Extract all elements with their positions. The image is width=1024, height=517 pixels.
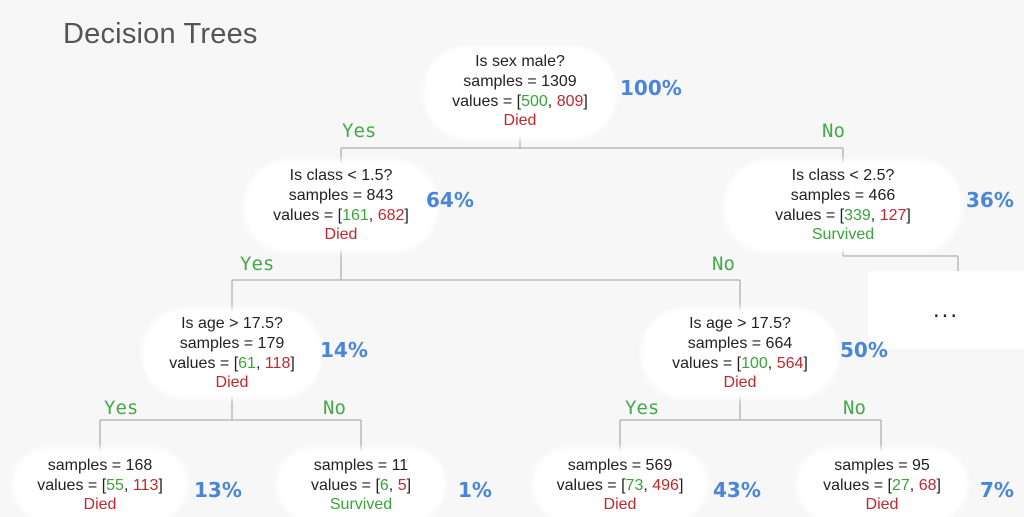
edge-label-no: No [712,253,735,275]
value-survived: 500 [521,93,548,110]
node-values: values = [73, 496] [556,477,684,494]
node-samples: samples = 1309 [463,73,577,90]
value-died: 113 [132,477,159,494]
value-survived: 27 [892,477,910,494]
node-values: values = [6, 5] [310,477,412,494]
tree-node-r: Is class < 2.5? samples = 466 values = [… [728,164,958,248]
tree-leaf-llr: samples = 11 values = [6, 5] Survived [280,452,442,517]
node-class: Died [215,374,249,391]
node-values: values = [161, 682] [273,207,409,224]
page-title: Decision Trees [63,18,258,50]
node-samples: samples = 11 [313,457,409,474]
node-values: values = [61, 118] [169,355,295,372]
node-percent: 50% [840,338,888,362]
tree-leaf-lrr: samples = 95 values = [27, 68] Died [800,452,964,517]
value-died: 5 [397,477,407,494]
value-survived: 161 [342,207,369,224]
tree-node-ll: Is age > 17.5? samples = 179 values = [6… [146,312,318,395]
value-died: 496 [652,477,679,494]
edge-label-yes: Yes [625,397,660,419]
node-class: Died [603,496,637,513]
edge-label-yes: Yes [342,120,377,142]
node-percent: 100% [620,76,682,100]
node-class: Survived [811,226,875,243]
node-class: Died [503,112,537,129]
node-samples: samples = 168 [47,457,153,474]
node-class: Died [324,226,358,243]
more-nodes-indicator: ... [868,271,1024,349]
node-percent: 43% [713,478,761,502]
node-values: values = [339, 127] [775,207,911,224]
node-class: Died [865,496,899,513]
node-class: Survived [329,496,393,513]
edge-label-no: No [323,397,346,419]
node-question: Is age > 17.5? [181,315,283,332]
edge-label-no: No [843,397,866,419]
node-samples: samples = 95 [834,457,930,474]
node-percent: 13% [194,478,242,502]
value-survived: 73 [625,477,644,494]
node-values: values = [55, 113] [37,477,163,494]
node-values: values = [100, 564] [672,355,808,372]
node-question: Is class < 2.5? [791,167,895,184]
value-died: 127 [879,207,907,224]
node-question: Is age > 17.5? [689,315,791,332]
value-died: 68 [918,477,937,494]
tree-node-lr: Is age > 17.5? samples = 664 values = [1… [645,312,835,395]
value-died: 118 [264,355,291,372]
node-percent: 1% [458,478,492,502]
node-values: values = [27, 68] [823,477,941,494]
edge-label-yes: Yes [240,253,275,275]
node-samples: samples = 664 [687,335,793,352]
edge-label-yes: Yes [104,397,139,419]
value-survived: 61 [238,355,256,372]
value-survived: 55 [106,477,124,494]
node-percent: 7% [980,478,1014,502]
edge-label-no: No [822,120,845,142]
node-percent: 64% [426,188,474,212]
node-samples: samples = 466 [790,187,896,204]
node-class: Died [723,374,757,391]
node-values: values = [500, 809] [452,93,588,110]
value-survived: 6 [379,477,389,494]
node-percent: 36% [966,188,1014,212]
tree-leaf-lrl: samples = 569 values = [73, 496] Died [536,452,704,517]
tree-node-root: Is sex male? samples = 1309 values = [50… [428,50,612,136]
node-question: Is class < 1.5? [289,167,393,184]
tree-leaf-lll: samples = 168 values = [55, 113] Died [16,452,184,517]
value-died: 564 [776,355,804,372]
node-class: Died [83,496,117,513]
value-survived: 339 [844,207,871,224]
node-samples: samples = 179 [179,335,285,352]
value-died: 809 [556,93,584,110]
value-died: 682 [377,207,405,224]
value-survived: 100 [741,355,768,372]
node-percent: 14% [320,338,368,362]
node-question: Is sex male? [475,53,565,70]
tree-node-l: Is class < 1.5? samples = 843 values = [… [248,164,434,248]
node-samples: samples = 569 [567,457,673,474]
node-samples: samples = 843 [288,187,394,204]
